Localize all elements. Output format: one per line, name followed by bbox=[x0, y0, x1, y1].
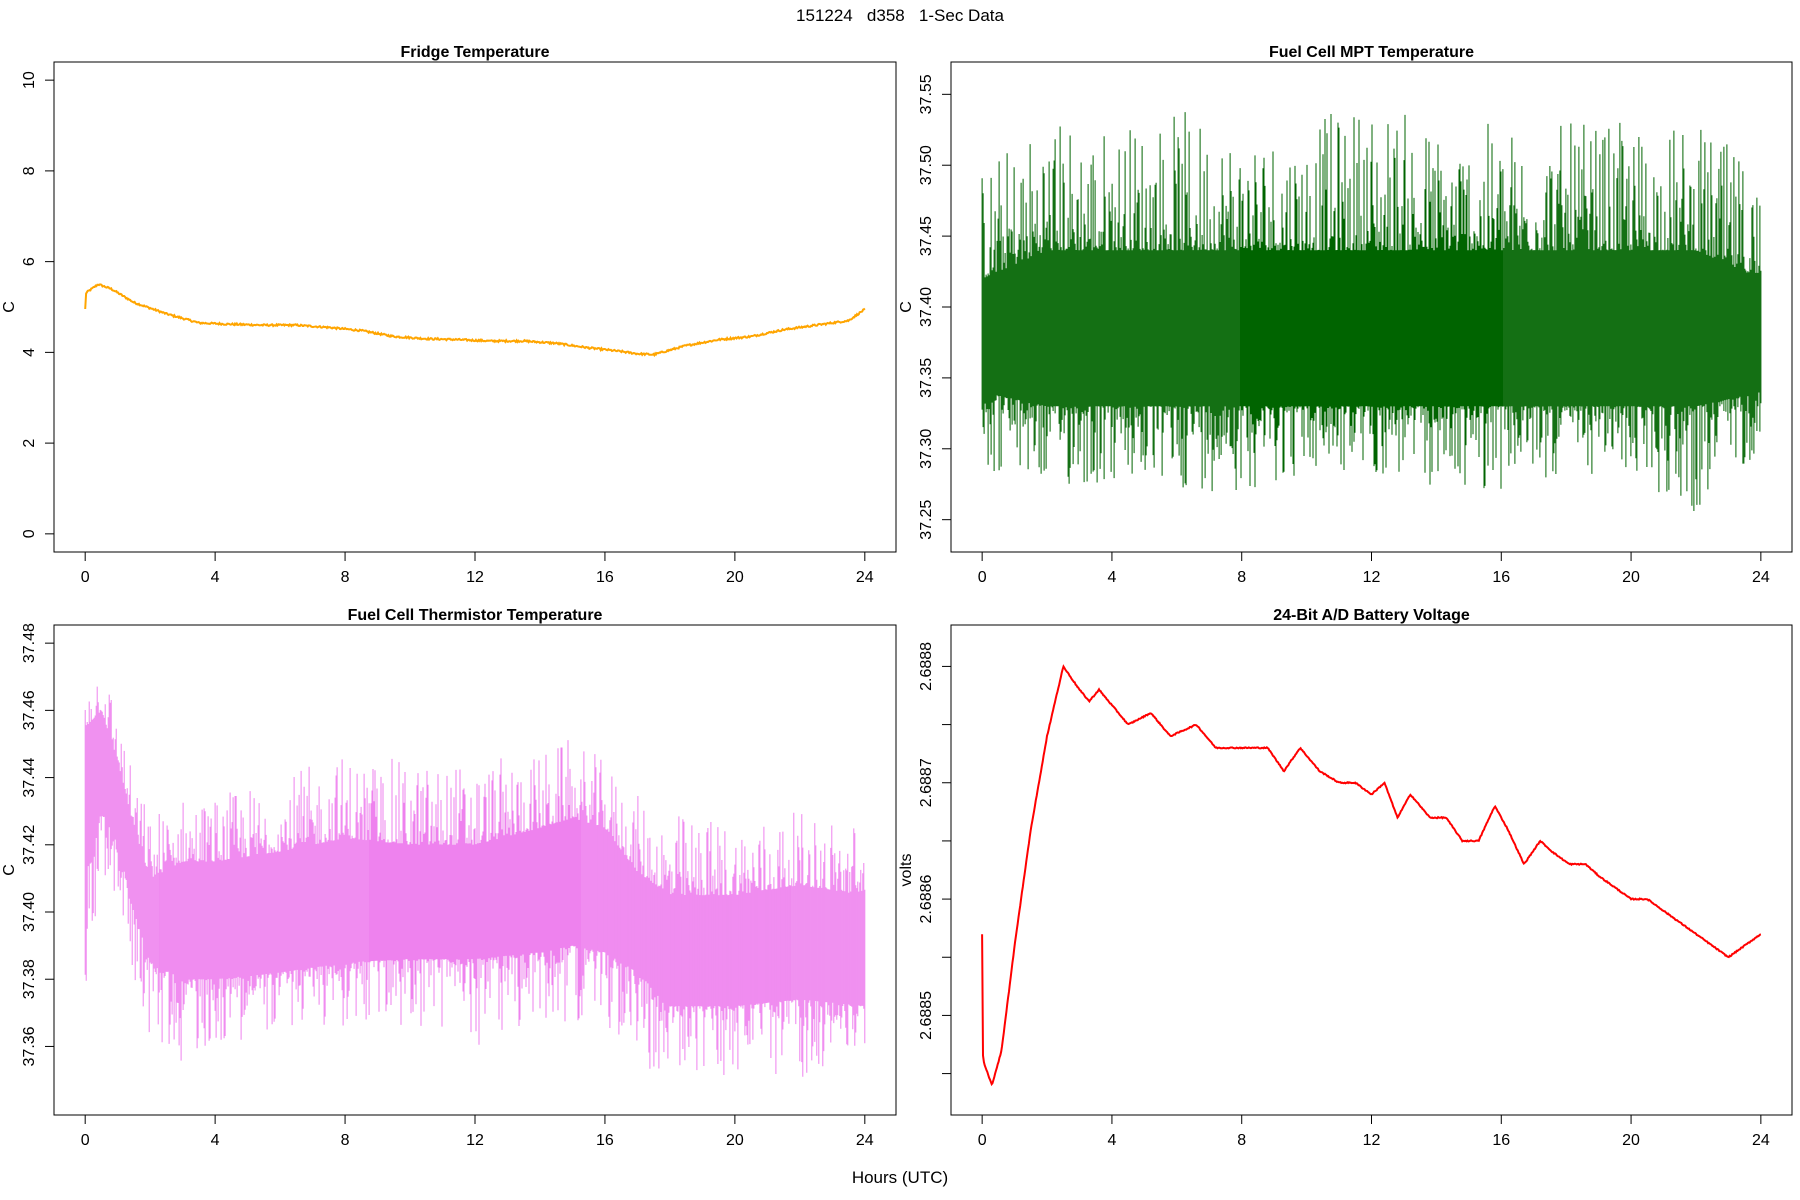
y-tick-label: 37.40 bbox=[21, 892, 38, 932]
chart-title: Fuel Cell Thermistor Temperature bbox=[348, 607, 603, 624]
y-tick-label: 37.45 bbox=[918, 216, 935, 256]
chart-title: Fuel Cell MPT Temperature bbox=[1269, 44, 1474, 61]
y-tick-label: 37.25 bbox=[918, 500, 935, 540]
y-tick-label: 2.6885 bbox=[918, 991, 935, 1040]
y-tick-label: 37.55 bbox=[918, 74, 935, 114]
y-tick-label: 8 bbox=[21, 166, 38, 175]
y-axis-label: volts bbox=[898, 854, 915, 887]
y-axis-label: C bbox=[898, 301, 915, 313]
data-series-2 bbox=[981, 112, 1762, 511]
y-tick-label: 37.30 bbox=[918, 429, 935, 469]
y-tick-label: 37.46 bbox=[21, 690, 38, 730]
chart-panel-4: 24-Bit A/D Battery Voltage 0 4 8 12 16 20 24 2.6… bbox=[898, 607, 1793, 1149]
x-tick-label: 20 bbox=[1622, 569, 1640, 586]
y-tick-label: 37.50 bbox=[918, 145, 935, 185]
y-tick-label: 37.40 bbox=[918, 287, 935, 327]
y-tick-label: 37.44 bbox=[21, 757, 38, 797]
x-tick-label: 12 bbox=[1363, 1132, 1381, 1149]
y-tick-label: 37.48 bbox=[21, 623, 38, 663]
y-tick-label: 6 bbox=[21, 257, 38, 266]
x-tick-label: 8 bbox=[1237, 1132, 1246, 1149]
data-line bbox=[84, 283, 866, 358]
chart-panel-3: Fuel Cell Thermistor Temperature 0 4 8 12 16 2… bbox=[1, 607, 897, 1149]
x-tick-label: 8 bbox=[1237, 569, 1246, 586]
data-series-3 bbox=[84, 686, 866, 1077]
y-tick-label: 2.6888 bbox=[918, 642, 935, 691]
plot-frame bbox=[950, 624, 1793, 1116]
y-tick-label: 10 bbox=[21, 71, 38, 89]
chart-panel-2: Fuel Cell MPT Temperature 0 4 8 12 16 20 24 37.2… bbox=[898, 44, 1793, 586]
x-tick-label: 16 bbox=[596, 569, 614, 586]
y-axis-label: C bbox=[1, 864, 18, 876]
chart-title: Fridge Temperature bbox=[400, 44, 549, 61]
x-tick-label: 8 bbox=[341, 569, 350, 586]
y-tick-label: 37.36 bbox=[21, 1026, 38, 1066]
x-tick-label: 4 bbox=[211, 569, 220, 586]
y-tick-label: 4 bbox=[21, 348, 38, 357]
x-tick-label: 16 bbox=[1492, 569, 1510, 586]
x-tick-label: 16 bbox=[1492, 1132, 1510, 1149]
x-tick-label: 24 bbox=[1752, 569, 1770, 586]
x-tick-label: 0 bbox=[978, 569, 987, 586]
x-tick-label: 16 bbox=[596, 1132, 614, 1149]
y-tick-label: 37.42 bbox=[21, 825, 38, 865]
x-tick-label: 24 bbox=[856, 1132, 874, 1149]
x-tick-label: 4 bbox=[1107, 1132, 1116, 1149]
x-tick-label: 8 bbox=[341, 1132, 350, 1149]
chart-title: 24-Bit A/D Battery Voltage bbox=[1273, 607, 1470, 624]
x-tick-label: 20 bbox=[726, 1132, 744, 1149]
x-tick-label: 12 bbox=[466, 1132, 484, 1149]
y-tick-label: 37.35 bbox=[918, 358, 935, 398]
x-tick-label: 24 bbox=[856, 569, 874, 586]
x-tick-label: 12 bbox=[1363, 569, 1381, 586]
x-tick-label: 4 bbox=[1107, 569, 1116, 586]
x-tick-label: 4 bbox=[211, 1132, 220, 1149]
y-tick-label: 0 bbox=[21, 529, 38, 538]
x-tick-label: 20 bbox=[726, 569, 744, 586]
shared-x-axis-label: Hours (UTC) bbox=[851, 1168, 949, 1187]
plot-frame bbox=[53, 61, 897, 553]
x-tick-label: 0 bbox=[978, 1132, 987, 1149]
y-tick-label: 2 bbox=[21, 439, 38, 448]
x-tick-label: 20 bbox=[1622, 1132, 1640, 1149]
y-tick-label: 2.6887 bbox=[918, 758, 935, 807]
x-tick-label: 0 bbox=[81, 1132, 90, 1149]
x-tick-label: 12 bbox=[466, 569, 484, 586]
y-tick-label: 37.38 bbox=[21, 959, 38, 999]
y-tick-label: 2.6886 bbox=[918, 875, 935, 924]
data-line bbox=[981, 664, 1762, 1087]
figure-title: 151224 d358 1-Sec Data bbox=[796, 6, 1004, 25]
y-axis-label: C bbox=[1, 301, 18, 313]
x-tick-label: 24 bbox=[1752, 1132, 1770, 1149]
x-tick-label: 0 bbox=[81, 569, 90, 586]
